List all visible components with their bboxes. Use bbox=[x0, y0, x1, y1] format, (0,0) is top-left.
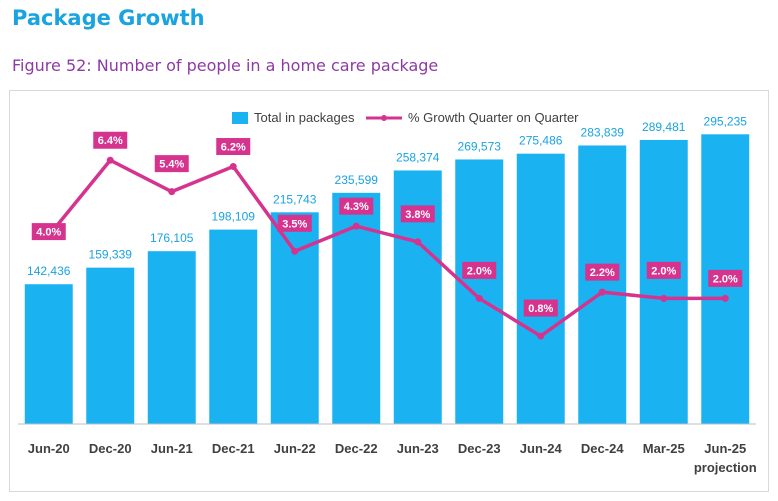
growth-label: 5.4% bbox=[154, 155, 189, 173]
growth-point bbox=[352, 222, 360, 230]
x-tick-label: Dec-22 bbox=[335, 441, 378, 456]
growth-label: 3.5% bbox=[277, 214, 312, 232]
x-tick-label: Mar-25 bbox=[643, 441, 685, 456]
growth-point bbox=[598, 288, 606, 296]
x-tick-label: Jun-21 bbox=[151, 441, 193, 456]
page-title: Package Growth bbox=[12, 6, 205, 30]
growth-label-text: 4.0% bbox=[36, 227, 61, 239]
bar-value-labels: 142,436 159,339 176,105 198,109 215,743 235,5… bbox=[27, 114, 747, 278]
bar-jun-20 bbox=[24, 284, 73, 424]
growth-point bbox=[537, 332, 545, 340]
growth-label: 6.2% bbox=[216, 138, 251, 156]
growth-point bbox=[229, 163, 237, 171]
x-tick-label: Dec-20 bbox=[89, 441, 132, 456]
x-tick-label: Dec-21 bbox=[212, 441, 255, 456]
growth-label-box bbox=[585, 263, 620, 281]
bar-jun-21 bbox=[147, 251, 196, 424]
growth-label-box bbox=[277, 214, 312, 232]
growth-label-box bbox=[216, 138, 251, 156]
bar-jun-22 bbox=[270, 212, 319, 424]
bar-value-label: 215,743 bbox=[273, 192, 317, 206]
growth-label: 4.3% bbox=[339, 197, 374, 215]
legend-label-total: Total in packages bbox=[254, 110, 355, 125]
growth-label: 2.2% bbox=[585, 263, 620, 281]
growth-label-box bbox=[400, 205, 435, 223]
growth-label-box bbox=[339, 197, 374, 215]
bar-dec-24 bbox=[578, 145, 627, 425]
growth-label-text: 2.0% bbox=[713, 273, 738, 285]
growth-label-text: 4.3% bbox=[344, 201, 369, 213]
bar-dec-21 bbox=[209, 229, 258, 424]
bar-mar-25 bbox=[639, 139, 688, 424]
growth-label-box bbox=[708, 269, 743, 287]
bar-value-label: 142,436 bbox=[27, 264, 71, 278]
growth-label-box bbox=[93, 131, 128, 149]
x-tick-label: Jun-20 bbox=[28, 441, 70, 456]
growth-label-text: 5.4% bbox=[159, 159, 184, 171]
bar-value-label: 159,339 bbox=[89, 248, 133, 262]
growth-label-text: 0.8% bbox=[528, 303, 553, 315]
growth-point bbox=[721, 294, 729, 302]
growth-label-text: 2.0% bbox=[651, 265, 676, 277]
growth-label-box bbox=[523, 299, 558, 317]
growth-label-text: 6.4% bbox=[98, 135, 123, 147]
legend-marker-growth bbox=[381, 115, 387, 121]
growth-label: 2.0% bbox=[462, 261, 497, 279]
growth-label-box bbox=[462, 261, 497, 279]
x-tick-label: Dec-24 bbox=[581, 441, 624, 456]
growth-label: 2.0% bbox=[708, 269, 743, 287]
growth-label: 6.4% bbox=[93, 131, 128, 149]
legend-swatch-total bbox=[232, 112, 248, 124]
x-tick-label: Jun-22 bbox=[274, 441, 316, 456]
x-tick-label: Jun-24 bbox=[520, 441, 563, 456]
growth-label-box bbox=[31, 223, 66, 241]
bar-value-label: 258,374 bbox=[396, 150, 440, 164]
growth-label-text: 6.2% bbox=[221, 142, 246, 154]
bar-value-label: 235,599 bbox=[335, 173, 379, 187]
x-tick-label: Jun-23 bbox=[397, 441, 439, 456]
bar-dec-20 bbox=[86, 267, 135, 424]
growth-label-text: 3.5% bbox=[282, 218, 307, 230]
bar-value-label: 198,109 bbox=[212, 210, 256, 224]
figure-caption: Figure 52: Number of people in a home ca… bbox=[12, 56, 439, 75]
bar-value-label: 295,235 bbox=[704, 114, 748, 128]
growth-label-box bbox=[646, 261, 681, 279]
growth-line-series bbox=[45, 156, 729, 340]
growth-labels: 4.0% 6.4% 5.4% 6.2% 3.5% 4.3% 3.8% 2.0% 0.8% 2.2%… bbox=[31, 131, 743, 317]
bar-series bbox=[24, 134, 750, 425]
growth-label-box bbox=[154, 155, 189, 173]
growth-point bbox=[291, 247, 299, 255]
growth-line bbox=[47, 158, 726, 338]
x-tick-label: Dec-23 bbox=[458, 441, 501, 456]
growth-label: 2.0% bbox=[646, 261, 681, 279]
bar-jun-24 bbox=[516, 153, 565, 424]
chart-frame bbox=[9, 90, 769, 492]
growth-point bbox=[660, 294, 668, 302]
x-tick-sublabel: projection bbox=[694, 460, 757, 475]
bar-dec-23 bbox=[455, 159, 504, 424]
legend-label-growth: % Growth Quarter on Quarter bbox=[408, 110, 579, 125]
growth-point bbox=[168, 188, 176, 196]
growth-label-text: 3.8% bbox=[405, 209, 430, 221]
x-tick-label: Jun-25 bbox=[704, 441, 746, 456]
growth-label-text: 2.2% bbox=[590, 267, 615, 279]
bar-value-label: 289,481 bbox=[642, 120, 686, 134]
growth-label: 4.0% bbox=[31, 223, 66, 241]
growth-point bbox=[475, 294, 483, 302]
growth-point bbox=[414, 238, 422, 246]
bar-value-label: 275,486 bbox=[519, 134, 563, 148]
growth-label: 3.8% bbox=[400, 205, 435, 223]
growth-label-text: 2.0% bbox=[467, 265, 492, 277]
growth-point bbox=[106, 156, 114, 164]
bar-value-label: 269,573 bbox=[458, 139, 502, 153]
x-axis-ticks: Jun-20 Dec-20 Jun-21 Dec-21 Jun-22 Dec-22 Jun-… bbox=[28, 441, 757, 475]
bar-value-label: 283,839 bbox=[581, 125, 625, 139]
bar-value-label: 176,105 bbox=[150, 231, 194, 245]
growth-label: 0.8% bbox=[523, 299, 558, 317]
chart-legend: Total in packages % Growth Quarter on Qu… bbox=[232, 110, 579, 125]
